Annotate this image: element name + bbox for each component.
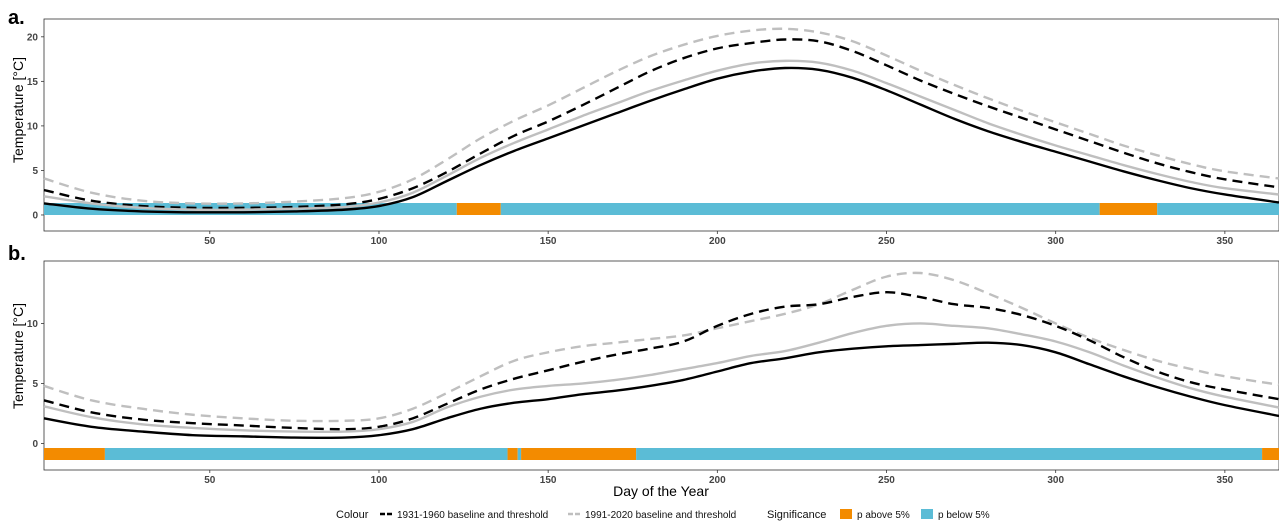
plot-frame-a [43,18,1279,232]
significance-segment [507,448,518,460]
y-tick-label: 20 [27,32,39,43]
panel-label-b: b. [8,243,26,265]
x-tick-label: 250 [878,475,895,486]
threshold-line-1991-2020 [43,271,1279,423]
legend-item-p-below: p below 5% [921,509,990,521]
x-tick-label: 150 [540,236,557,247]
baseline-line-1931-1960 [43,66,1279,214]
significance-segment [636,448,1263,460]
x-tick-label: 350 [1217,475,1234,486]
x-tick-label: 300 [1047,475,1064,486]
threshold-line-1931-1960 [43,38,1279,210]
legend-swatch-orange [840,509,852,519]
significance-segment [104,448,508,460]
legend-item-1931-1960: 1931-1960 baseline and threshold [380,510,548,521]
y-tick-label: 5 [32,379,38,390]
panel-label-a: a. [8,7,25,29]
significance-segment [521,448,637,460]
plot-area-b: 0 5 10 50 100 150 200 250 300 350 [27,271,1279,486]
plot-frame-b [43,260,1279,471]
significance-segment [1157,203,1279,215]
panel-b: b. Temperature [°C] 0 5 10 50 100 150 200 250 30… [8,243,1279,499]
threshold-line-1931-1960 [43,291,1279,431]
significance-segment [1262,448,1279,460]
significance-segment [517,448,522,460]
x-tick-label: 200 [709,236,726,247]
x-tick-label: 50 [204,236,216,247]
legend: Colour 1931-1960 baseline and threshold … [336,509,990,521]
x-tick-label: 100 [371,236,388,247]
y-tick-label: 15 [27,77,39,88]
y-tick-label: 0 [32,439,38,450]
y-tick-label: 0 [32,210,38,221]
legend-label-1931-1960: 1931-1960 baseline and threshold [397,510,548,521]
y-tick-label: 10 [27,319,39,330]
legend-item-p-above: p above 5% [840,509,910,521]
significance-segment [1099,203,1158,215]
legend-swatch-blue [921,509,933,519]
legend-item-1991-2020: 1991-2020 baseline and threshold [568,510,736,521]
x-tick-label: 200 [709,475,726,486]
legend-label-p-above: p above 5% [857,510,910,521]
x-tick-label: 300 [1047,236,1064,247]
threshold-line-1991-2020 [43,27,1279,205]
panel-a: a. Temperature [°C] 0 5 10 15 20 50 100 150 200 2… [8,7,1279,247]
baseline-line-1991-2020 [43,59,1279,211]
significance-segment [500,203,1100,215]
baseline-line-1931-1960 [43,341,1279,439]
x-tick-label: 100 [371,475,388,486]
x-tick-label: 350 [1217,236,1234,247]
y-tick-label: 5 [32,166,38,177]
x-tick-label: 150 [540,475,557,486]
x-tick-label: 250 [878,236,895,247]
baseline-line-1991-2020 [43,322,1279,433]
significance-segment [44,448,105,460]
y-axis-label-a: Temperature [°C] [10,57,26,163]
legend-label-1991-2020: 1991-2020 baseline and threshold [585,510,736,521]
y-tick-label: 10 [27,121,39,132]
x-tick-label: 50 [204,475,216,486]
legend-label-p-below: p below 5% [938,510,990,521]
legend-colour-title: Colour [336,509,369,521]
significance-segment [456,203,501,215]
y-axis-label-b: Temperature [°C] [10,303,26,409]
x-axis-label: Day of the Year [613,483,709,499]
legend-significance-title: Significance [767,509,826,521]
plot-area-a: 0 5 10 15 20 50 100 150 200 250 300 350 [27,27,1279,247]
